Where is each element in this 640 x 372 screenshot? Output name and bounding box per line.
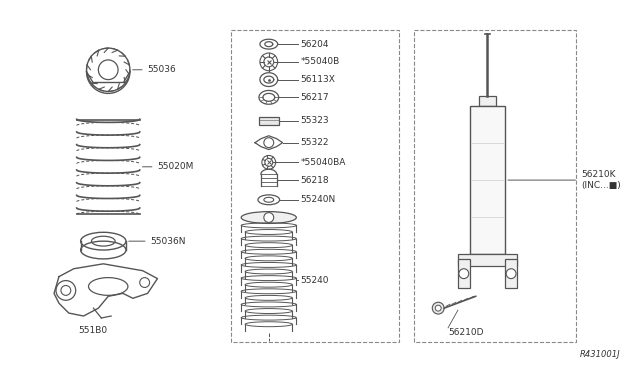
Text: 55240N: 55240N [300,195,335,204]
Text: 551B0: 551B0 [79,326,108,335]
Text: 55020M: 55020M [143,162,194,171]
Text: 55323: 55323 [300,116,329,125]
Text: R431001J: R431001J [580,350,620,359]
Text: 56204: 56204 [300,40,329,49]
Text: 56113X: 56113X [300,75,335,84]
Circle shape [459,269,468,279]
Ellipse shape [241,212,296,224]
Bar [458,254,517,266]
Circle shape [435,305,441,311]
Text: *55040BA: *55040BA [300,158,346,167]
Text: 55240: 55240 [300,276,329,285]
Bar [231,31,399,341]
Text: 55036: 55036 [132,65,177,74]
Text: 56210K
(INC...■): 56210K (INC...■) [508,170,621,190]
Text: 56218: 56218 [300,176,329,185]
Bar [470,106,505,254]
Text: 55036N: 55036N [129,237,186,246]
Circle shape [432,302,444,314]
Bar [505,259,517,288]
Bar [259,117,278,125]
Bar [479,96,497,106]
Text: 56210D: 56210D [448,328,484,337]
Text: *55040B: *55040B [300,57,340,66]
Bar [458,259,470,288]
Text: 56217: 56217 [300,93,329,102]
Circle shape [264,212,274,222]
Bar [413,31,576,341]
Text: 55322: 55322 [300,138,329,147]
Circle shape [506,269,516,279]
